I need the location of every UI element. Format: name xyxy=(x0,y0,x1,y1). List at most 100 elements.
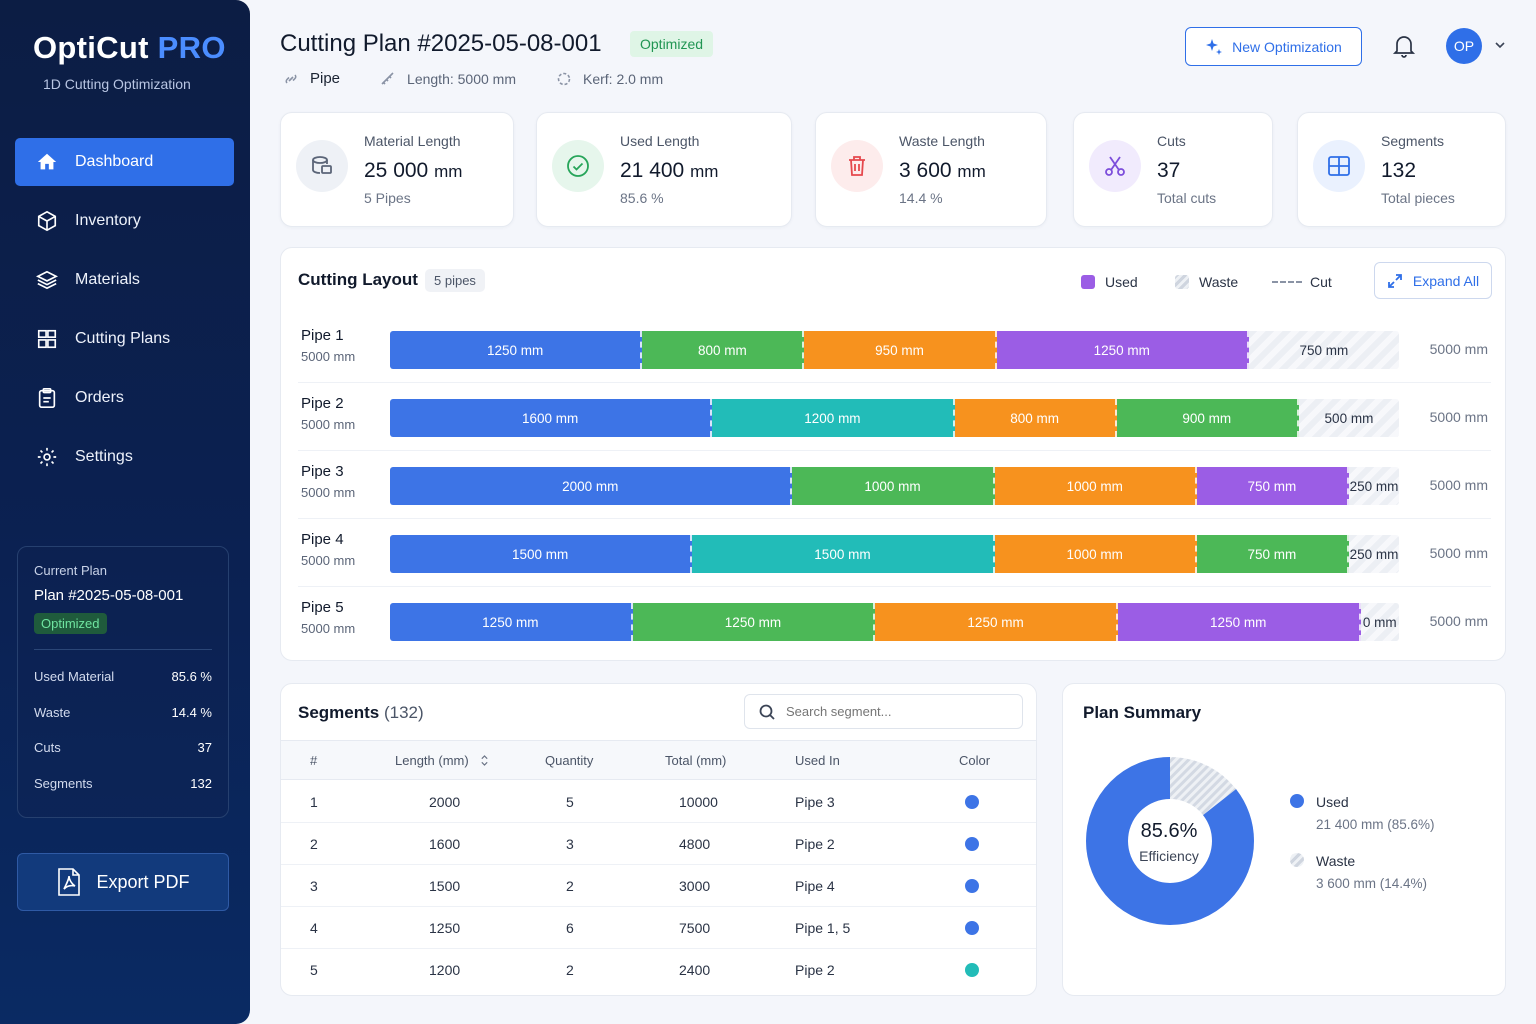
plan-stat-label: Used Material xyxy=(34,669,115,685)
color-dot xyxy=(965,963,979,977)
cell-color xyxy=(965,907,979,948)
stat-card: Segments 132 Total pieces xyxy=(1297,112,1506,227)
divider xyxy=(34,649,212,650)
stat-value: 132 xyxy=(1381,159,1416,183)
cut-segment[interactable]: 1250 mm xyxy=(390,331,643,369)
ruler-icon xyxy=(381,71,394,85)
cut-segment[interactable]: 750 mm xyxy=(1196,467,1349,505)
column-header-number: # xyxy=(310,752,318,768)
cut-segment[interactable]: 950 mm xyxy=(804,331,997,369)
nav-item-inventory[interactable]: Inventory xyxy=(15,197,234,245)
stat-value: 37 xyxy=(1157,159,1180,183)
meta-kerf-text: Kerf: 2.0 mm xyxy=(583,70,664,87)
cut-segment[interactable]: 900 mm xyxy=(1116,399,1299,437)
stat-label: Waste Length xyxy=(899,133,985,149)
cut-segment[interactable]: 800 mm xyxy=(642,331,805,369)
new-optimization-label: New Optimization xyxy=(1232,38,1342,55)
cut-segment[interactable]: 1000 mm xyxy=(792,467,995,505)
search-input[interactable] xyxy=(786,704,986,719)
cell-used-in: Pipe 4 xyxy=(795,877,835,894)
table-row[interactable]: 3 1500 2 3000 Pipe 4 xyxy=(281,865,1036,907)
cut-segment[interactable]: 1250 mm xyxy=(1117,603,1361,641)
nav-item-dashboard[interactable]: Dashboard xyxy=(15,138,234,186)
waste-segment[interactable]: 0 mm xyxy=(1360,603,1399,641)
cut-segment[interactable]: 1000 mm xyxy=(994,535,1197,573)
nav-item-settings[interactable]: Settings xyxy=(15,433,234,481)
avatar[interactable]: OP xyxy=(1446,28,1482,64)
summary-waste-dot xyxy=(1290,853,1304,867)
efficiency-label: Efficiency xyxy=(1139,848,1199,864)
trash-icon xyxy=(849,156,865,176)
pipe-count-badge: 5 pipes xyxy=(425,269,485,292)
cut-segment[interactable]: 750 mm xyxy=(1196,535,1349,573)
cell-length: 2000 xyxy=(429,793,461,810)
legend-used-label: Used xyxy=(1105,274,1138,290)
cut-segment[interactable]: 1500 mm xyxy=(692,535,995,573)
cell-number: 3 xyxy=(310,877,318,894)
nav-label: Cutting Plans xyxy=(75,330,171,347)
table-row[interactable]: 1 2000 5 10000 Pipe 3 xyxy=(281,781,1036,823)
pipe-total: 5000 mm xyxy=(1429,613,1488,629)
table-row[interactable]: 4 1250 6 7500 Pipe 1, 5 xyxy=(281,907,1036,949)
nav-item-materials[interactable]: Materials xyxy=(15,256,234,304)
pipe-total: 5000 mm xyxy=(1429,341,1488,357)
pipe-name: Pipe 3 xyxy=(301,463,344,480)
meta-length: Length: 5000 mm xyxy=(380,71,516,87)
table-row[interactable]: 5 1200 2 2400 Pipe 2 xyxy=(281,949,1036,991)
column-header-used-in: Used In xyxy=(795,752,840,768)
pdf-icon xyxy=(58,868,81,896)
pipe-row: Pipe 1 5000 mm 1250 mm 800 mm 950 mm 1250 m… xyxy=(298,315,1491,383)
status-badge: Optimized xyxy=(630,31,714,57)
nav-item-cutting-plans[interactable]: Cutting Plans xyxy=(15,315,234,363)
cut-segment[interactable]: 1250 mm xyxy=(875,603,1118,641)
link-icon xyxy=(285,73,297,84)
search-segment-field[interactable] xyxy=(744,694,1023,729)
cell-quantity: 2 xyxy=(566,962,574,978)
cell-total: 3000 xyxy=(679,877,711,894)
cell-total: 4800 xyxy=(679,835,711,852)
cut-segment[interactable]: 1000 mm xyxy=(994,467,1197,505)
segment-label: 1250 mm xyxy=(1093,342,1150,358)
nav-label: Inventory xyxy=(75,212,141,229)
stat-card: Used Length 21 400 mm 85.6 % xyxy=(536,112,792,227)
meta-kerf: Kerf: 2.0 mm xyxy=(556,71,663,87)
segments-title-text: Segments xyxy=(298,703,380,722)
segment-label: 1200 mm xyxy=(804,410,861,426)
stat-value: 25 000 mm xyxy=(364,159,462,183)
pipe-name: Pipe 4 xyxy=(301,531,344,548)
expand-all-button[interactable]: Expand All xyxy=(1374,262,1492,299)
cell-length: 1200 xyxy=(429,962,461,978)
waste-segment[interactable]: 750 mm xyxy=(1248,331,1399,369)
legend-waste-swatch xyxy=(1175,275,1189,289)
plan-meta: Pipe Length: 5000 mm Kerf: 2.0 mm xyxy=(283,70,703,87)
cell-number: 1 xyxy=(310,793,318,810)
cut-segment[interactable]: 2000 mm xyxy=(390,467,793,505)
cell-quantity: 5 xyxy=(566,793,574,810)
export-pdf-button[interactable]: Export PDF xyxy=(17,853,229,911)
waste-segment[interactable]: 250 mm xyxy=(1348,467,1399,505)
plan-summary-panel: Plan Summary xyxy=(1062,683,1506,996)
bell-icon[interactable] xyxy=(1392,33,1416,59)
cut-segment[interactable]: 1200 mm xyxy=(712,399,955,437)
chevron-down-icon[interactable] xyxy=(1494,40,1506,50)
cell-color xyxy=(965,949,979,991)
cut-segment[interactable]: 1250 mm xyxy=(996,331,1249,369)
nav-item-orders[interactable]: Orders xyxy=(15,374,234,422)
cell-quantity: 3 xyxy=(566,835,574,852)
table-row[interactable]: 2 1600 3 4800 Pipe 2 xyxy=(281,823,1036,865)
layers-icon xyxy=(35,268,59,292)
waste-segment[interactable]: 500 mm xyxy=(1298,399,1399,437)
cut-segment[interactable]: 1500 mm xyxy=(390,535,693,573)
waste-segment[interactable]: 250 mm xyxy=(1348,535,1399,573)
cut-segment[interactable]: 1600 mm xyxy=(390,399,713,437)
legend-cut-swatch xyxy=(1272,281,1302,283)
pipe-row: Pipe 3 5000 mm 2000 mm 1000 mm 1000 mm 750 … xyxy=(298,451,1491,519)
cut-segment[interactable]: 1250 mm xyxy=(390,603,633,641)
cut-segment[interactable]: 800 mm xyxy=(954,399,1117,437)
status-badge: Optimized xyxy=(34,613,107,634)
cut-segment[interactable]: 1250 mm xyxy=(632,603,876,641)
legend-waste-label: Waste xyxy=(1199,274,1239,290)
current-plan-card: Current Plan Plan #2025-05-08-001 Optimi… xyxy=(17,546,229,818)
new-optimization-button[interactable]: New Optimization xyxy=(1185,27,1362,66)
column-header-length[interactable]: Length (mm) xyxy=(395,741,489,779)
